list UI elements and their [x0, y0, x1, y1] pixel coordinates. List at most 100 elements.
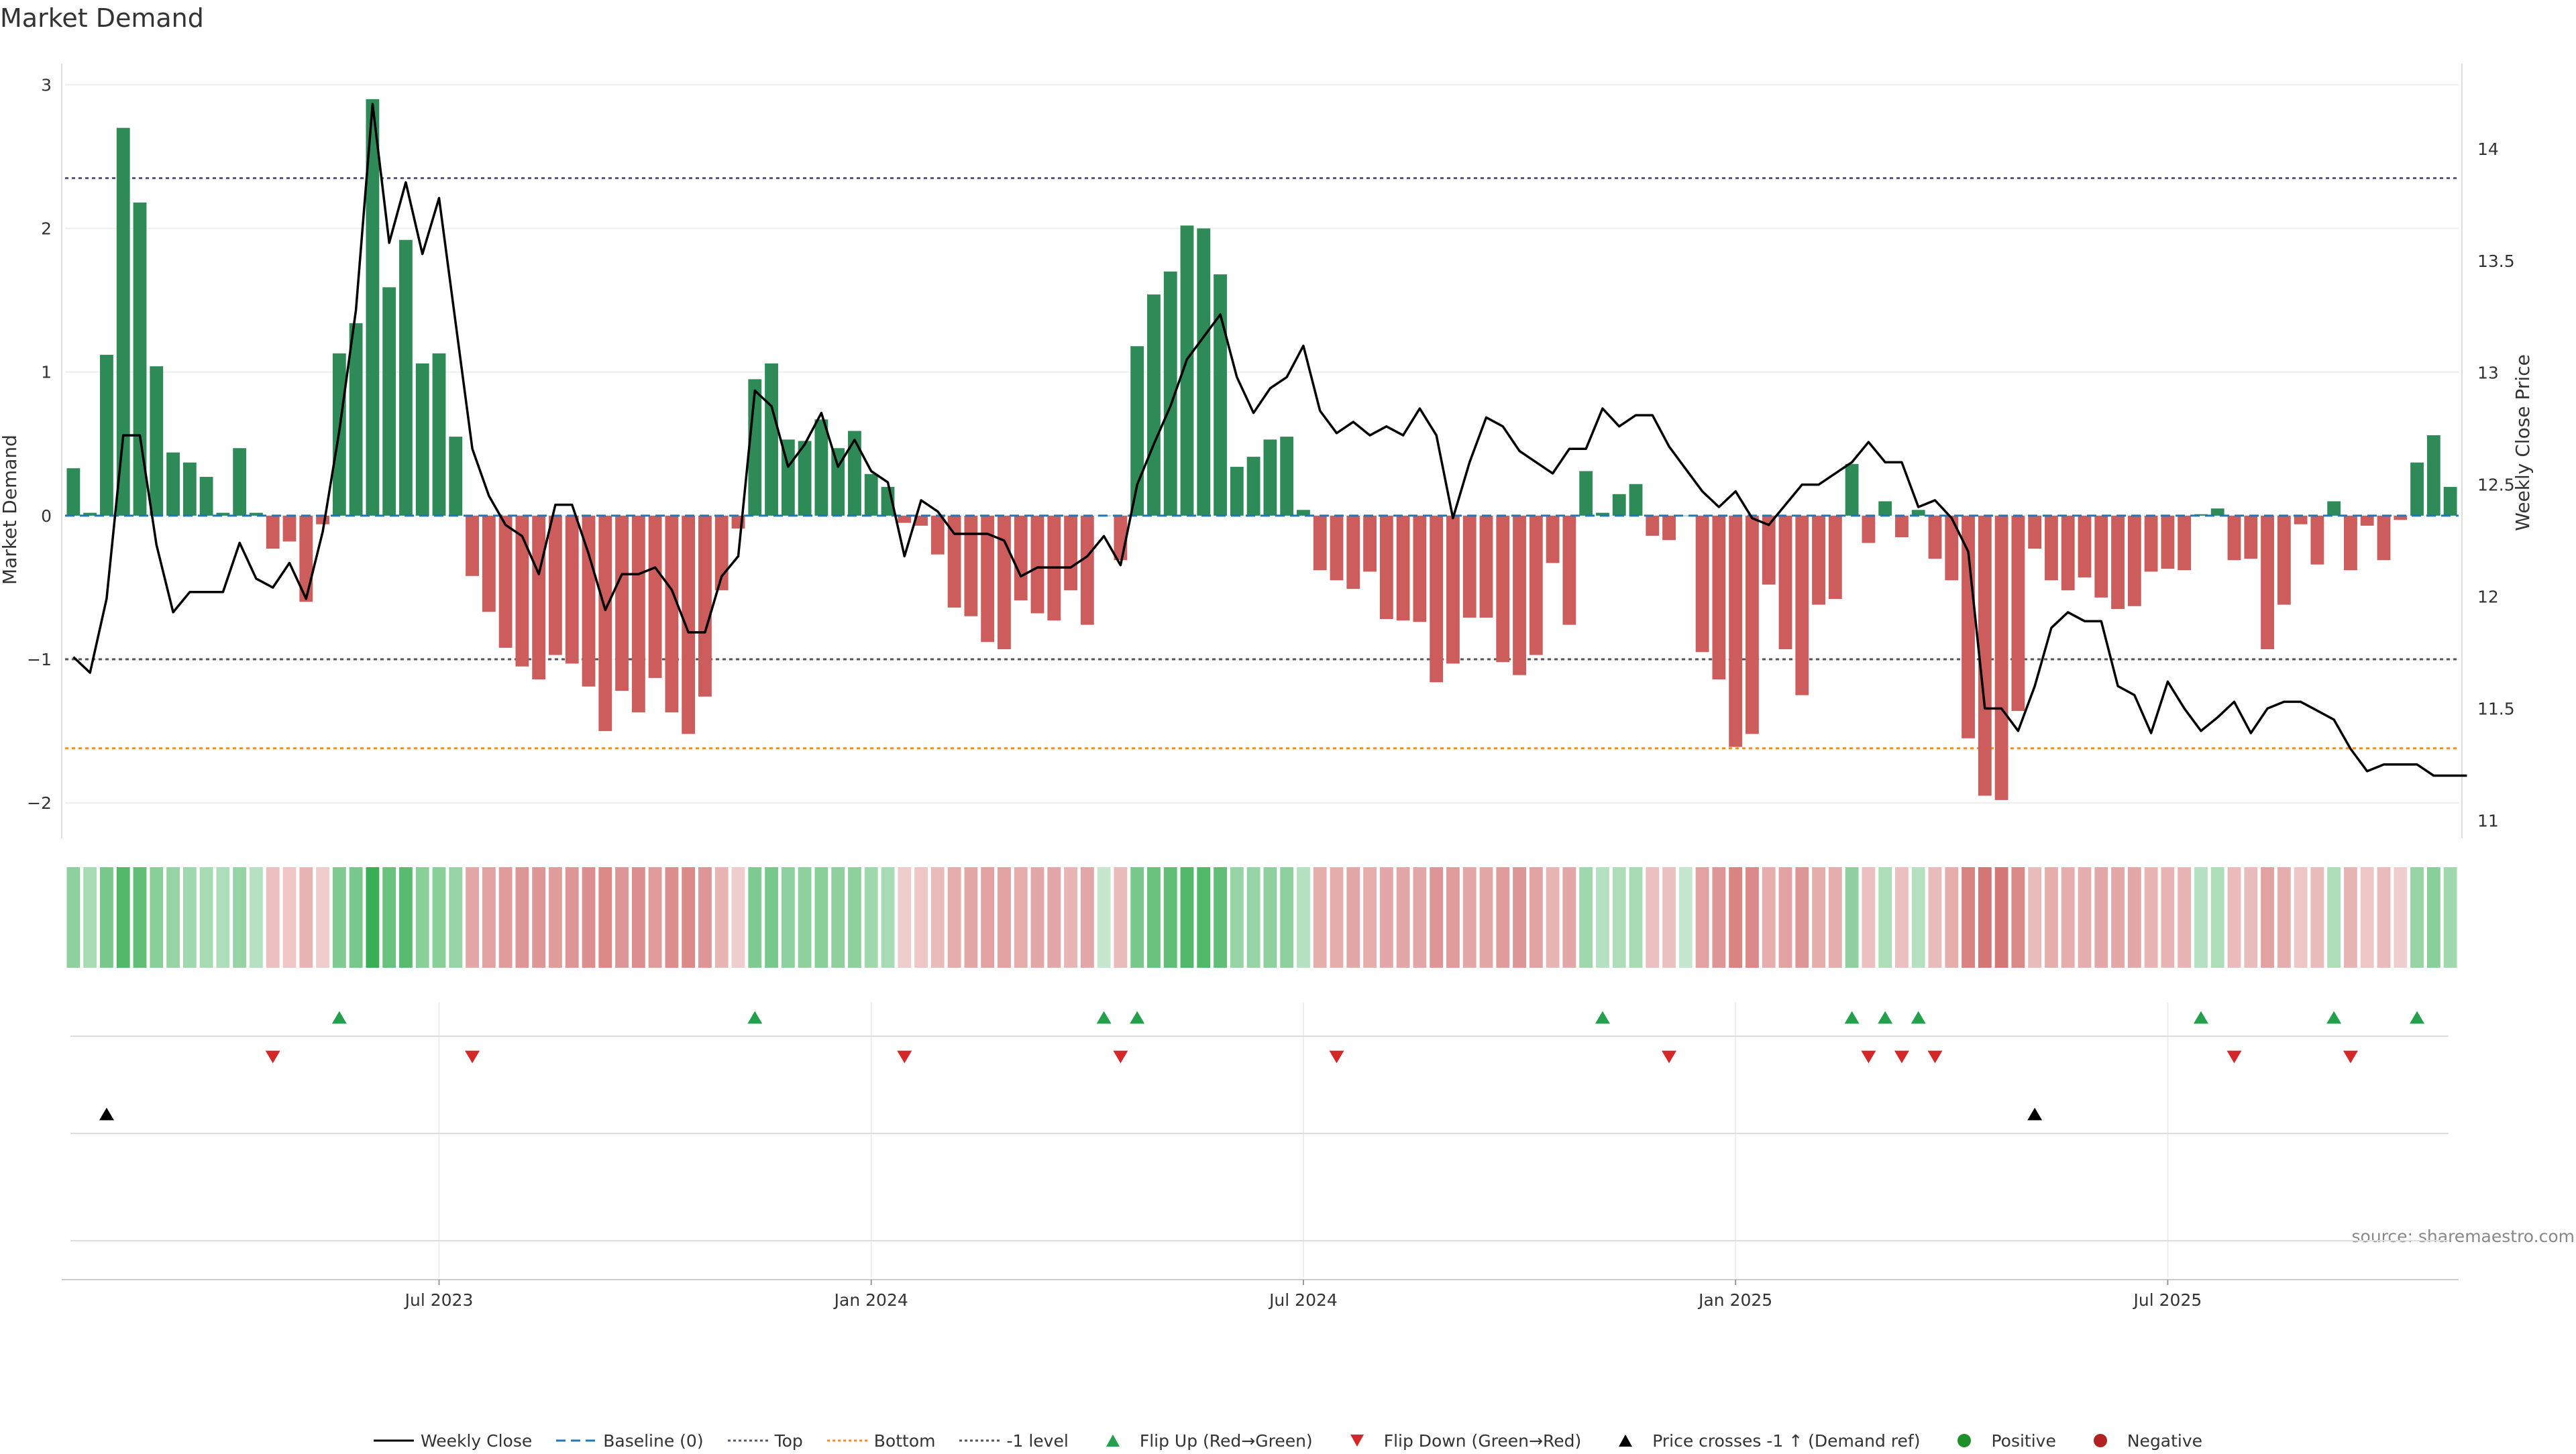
demand-band-cell: [930, 867, 945, 968]
demand-bar-positive: [2410, 462, 2424, 516]
legend-item-flip-down: Flip Down (Green→Red): [1337, 1431, 1581, 1451]
demand-band-cell: [631, 867, 645, 968]
demand-bar-negative: [1529, 515, 1543, 655]
demand-band-cell: [1729, 867, 1743, 968]
y-tick-label: −2: [27, 793, 52, 813]
demand-band-cell: [2244, 867, 2258, 968]
demand-band-cell: [466, 867, 479, 968]
demand-band-cell: [316, 867, 329, 968]
demand-band-cell: [781, 867, 795, 968]
demand-band-cell: [1496, 867, 1510, 968]
demand-bar-negative: [1962, 515, 1975, 738]
x-tick-label: Jul 2023: [404, 1290, 474, 1310]
demand-bar-negative: [682, 515, 696, 734]
demand-bar-negative: [2111, 515, 2125, 610]
demand-bar-positive: [349, 323, 363, 516]
demand-band-cell: [1180, 867, 1194, 968]
demand-band-cell: [2094, 867, 2108, 968]
demand-band-cell: [199, 867, 213, 968]
legend-item-price-cross: Price crosses -1 ↑ (Demand ref): [1605, 1431, 1920, 1451]
demand-band-cell: [332, 867, 346, 968]
demand-band-cell: [714, 867, 729, 968]
demand-bar-negative: [299, 515, 313, 602]
demand-bar-positive: [1845, 463, 1859, 516]
demand-band-cell: [1646, 867, 1660, 968]
demand-bar-positive: [166, 452, 180, 516]
demand-bar-positive: [1163, 271, 1177, 516]
demand-bar-positive: [216, 512, 230, 516]
demand-band-cell: [2277, 867, 2291, 968]
demand-bar-positive: [1911, 510, 1925, 516]
demand-bar-positive: [233, 448, 247, 516]
demand-band-cell: [2294, 867, 2308, 968]
demand-bar-negative: [466, 515, 479, 576]
flip-up-marker: [1096, 1011, 1112, 1024]
demand-band-cell: [1280, 867, 1294, 968]
demand-bar-negative: [1363, 515, 1377, 572]
demand-bar-negative: [2344, 515, 2357, 571]
demand-bar-negative: [2078, 515, 2092, 577]
demand-bar-negative: [1746, 515, 1759, 734]
demand-bar-negative: [2227, 515, 2241, 561]
demand-band-cell: [798, 867, 812, 968]
demand-bar-positive: [765, 363, 778, 516]
demand-bar-negative: [1014, 515, 1028, 601]
demand-bar-positive: [848, 431, 861, 516]
demand-bar-negative: [1413, 515, 1427, 622]
demand-band-cell: [1462, 867, 1477, 968]
demand-bar-negative: [549, 515, 562, 655]
demand-band-cell: [2028, 867, 2042, 968]
legend-label: Positive: [1991, 1431, 2056, 1451]
demand-band-cell: [66, 867, 80, 968]
demand-bar-positive: [116, 127, 130, 516]
demand-band-cell: [1978, 867, 1992, 968]
demand-bar-negative: [266, 515, 280, 549]
demand-band-cell: [1214, 867, 1227, 968]
demand-band-cell: [2011, 867, 2025, 968]
demand-band-cell: [2127, 867, 2141, 968]
demand-band-cell: [250, 867, 263, 968]
price-cross-marker: [2027, 1107, 2043, 1121]
demand-band-cell: [1379, 867, 1393, 968]
legend-item-bottom: Bottom: [826, 1431, 935, 1451]
demand-band-cell: [1778, 867, 1792, 968]
demand-bar-positive: [133, 203, 147, 516]
demand-bar-negative: [898, 515, 912, 523]
demand-bar-negative: [2045, 515, 2058, 581]
demand-band-cell: [1562, 867, 1576, 968]
x-tick-label: Jul 2025: [2133, 1290, 2202, 1310]
demand-band-cell: [382, 867, 396, 968]
demand-bar-negative: [1479, 515, 1493, 618]
demand-bar-negative: [515, 515, 529, 667]
y-tick-label: 1: [41, 363, 52, 382]
y2-tick-label: 12.5: [2477, 476, 2515, 495]
demand-bar-negative: [2360, 515, 2374, 526]
demand-bar-negative: [1346, 515, 1360, 590]
demand-bar-negative: [498, 515, 513, 648]
demand-bar-positive: [415, 363, 429, 516]
demand-band-cell: [914, 867, 928, 968]
demand-band-cell: [532, 867, 546, 968]
demand-band-cell: [1795, 867, 1809, 968]
demand-bar-negative: [1330, 515, 1344, 581]
demand-bar-negative: [282, 515, 297, 542]
demand-band-cell: [216, 867, 230, 968]
demand-band-cell: [2194, 867, 2208, 968]
demand-bar-negative: [2261, 515, 2274, 650]
demand-bar-negative: [930, 515, 945, 555]
legend-label: -1 level: [1006, 1431, 1069, 1451]
demand-band-cell: [1529, 867, 1543, 968]
demand-band-cell: [1579, 867, 1593, 968]
demand-bar-positive: [814, 419, 828, 516]
demand-bar-negative: [316, 515, 329, 524]
demand-band-cell: [515, 867, 529, 968]
demand-bar-negative: [1646, 515, 1660, 536]
demand-band-cell: [2061, 867, 2075, 968]
demand-band-cell: [2210, 867, 2224, 968]
legend-label: Weekly Close: [420, 1431, 533, 1451]
demand-bar-positive: [382, 287, 396, 516]
demand-bar-positive: [1130, 346, 1144, 516]
demand-band-cell: [182, 867, 197, 968]
demand-bar-negative: [1729, 515, 1743, 747]
demand-bar-negative: [1462, 515, 1477, 618]
